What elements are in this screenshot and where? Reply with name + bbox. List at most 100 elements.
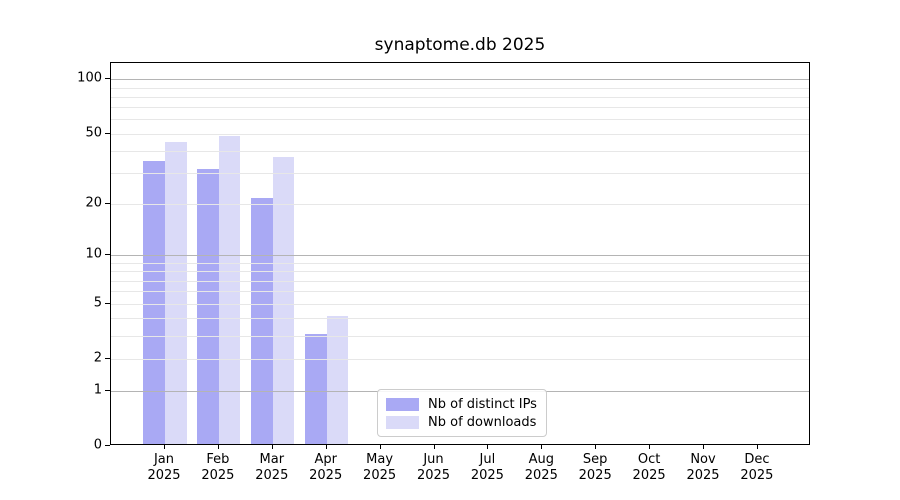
gridline-minor <box>111 150 809 152</box>
x-tick-mark <box>433 445 435 449</box>
y-tick-mark <box>105 203 110 204</box>
x-tick-month: Oct <box>637 452 661 467</box>
x-tick-label: Oct 2025 <box>617 452 681 483</box>
x-tick-year: 2025 <box>147 467 181 483</box>
x-tick-label: Jan 2025 <box>132 452 196 483</box>
x-tick-year: 2025 <box>578 467 612 483</box>
x-tick-mark <box>649 445 651 449</box>
gridline-minor <box>111 291 809 293</box>
x-tick-year: 2025 <box>524 467 558 483</box>
x-tick-mark <box>271 445 273 449</box>
legend-swatch <box>386 415 419 429</box>
gridline-minor <box>111 271 809 273</box>
x-tick-label: Dec 2025 <box>725 452 789 483</box>
y-tick-mark <box>105 445 110 446</box>
x-tick-mark <box>379 445 381 449</box>
x-tick-month: Jul <box>479 452 496 467</box>
x-tick-month: Jun <box>423 452 444 467</box>
x-tick-mark <box>756 445 758 449</box>
gridline-minor <box>111 263 809 264</box>
gridline-minor <box>111 87 809 89</box>
gridline-major <box>111 255 809 257</box>
x-tick-year: 2025 <box>686 467 720 483</box>
x-tick-month: Jan <box>153 452 175 467</box>
x-tick-mark <box>541 445 543 449</box>
x-tick-year: 2025 <box>363 467 397 483</box>
x-tick-year: 2025 <box>416 467 451 483</box>
x-tick-year: 2025 <box>470 467 504 483</box>
gridline-minor <box>111 318 809 320</box>
x-tick-label: Nov 2025 <box>671 452 735 483</box>
gridline-minor <box>111 173 809 175</box>
gridline-major <box>111 79 809 81</box>
bar <box>218 136 241 444</box>
x-tick-month: Dec <box>744 452 770 467</box>
x-tick-year: 2025 <box>201 467 235 483</box>
gridline-minor <box>111 96 809 98</box>
x-tick-label: Mar 2025 <box>240 452 304 483</box>
gridline-minor <box>111 204 809 205</box>
y-tick-label: 5 <box>93 295 102 311</box>
x-tick-mark <box>487 445 489 449</box>
x-tick-year: 2025 <box>255 467 289 483</box>
x-tick-mark <box>325 445 327 449</box>
y-tick-label: 10 <box>85 246 102 262</box>
plot-area: Nb of distinct IPs Nb of downloads <box>110 62 810 445</box>
y-tick-label: 0 <box>93 437 102 453</box>
y-tick-mark <box>105 132 110 134</box>
y-tick-label: 50 <box>85 125 102 140</box>
y-tick-mark <box>105 389 110 391</box>
x-tick-label: Sep 2025 <box>563 452 627 483</box>
chart-title: synaptome.db 2025 <box>374 35 546 55</box>
bar <box>197 168 219 444</box>
gridline-minor <box>111 358 809 360</box>
x-tick-mark <box>595 445 597 449</box>
gridline-minor <box>111 119 809 121</box>
x-tick-year: 2025 <box>309 467 343 483</box>
x-tick-month: Apr <box>314 452 337 467</box>
y-tick-mark <box>105 302 110 304</box>
legend-row: Nb of downloads <box>386 413 538 431</box>
bar <box>165 141 187 444</box>
x-tick-month: Mar <box>259 452 285 467</box>
x-tick-mark <box>217 445 219 449</box>
gridline-minor <box>111 280 809 282</box>
x-tick-year: 2025 <box>632 467 666 483</box>
gridline-minor <box>111 133 809 135</box>
gridline-minor <box>111 303 809 305</box>
y-tick-mark <box>105 357 110 359</box>
bar <box>305 333 327 444</box>
y-tick-label: 1 <box>93 382 102 398</box>
y-tick-label: 20 <box>85 195 102 211</box>
legend-row: Nb of distinct IPs <box>386 395 538 413</box>
x-tick-month: May <box>366 452 394 467</box>
gridline-minor <box>111 107 809 109</box>
x-tick-month: Nov <box>690 452 716 467</box>
bars-layer <box>111 63 809 444</box>
bar <box>326 316 349 444</box>
bar <box>251 198 273 444</box>
bar <box>272 157 295 444</box>
x-tick-month: Feb <box>206 452 230 467</box>
grid-layer <box>111 63 809 444</box>
y-tick-mark <box>105 254 110 256</box>
bar <box>143 161 165 444</box>
y-tick-mark <box>105 78 110 80</box>
gridline-minor <box>111 335 809 337</box>
x-tick-mark <box>703 445 704 449</box>
legend: Nb of distinct IPs Nb of downloads <box>377 389 547 437</box>
x-tick-label: Feb 2025 <box>186 452 250 483</box>
x-tick-month: Sep <box>582 452 608 467</box>
x-tick-label: Apr 2025 <box>294 452 358 483</box>
y-tick-label: 2 <box>93 350 102 366</box>
x-tick-mark <box>164 445 165 449</box>
x-tick-month: Aug <box>528 452 554 467</box>
x-tick-label: Aug 2025 <box>509 452 573 483</box>
x-tick-year: 2025 <box>740 467 774 483</box>
y-tick-label: 100 <box>77 70 102 86</box>
legend-label: Nb of distinct IPs <box>428 396 537 412</box>
x-tick-label: Jun 2025 <box>402 452 466 483</box>
legend-swatch <box>386 397 419 411</box>
x-tick-label: Jul 2025 <box>455 452 519 483</box>
